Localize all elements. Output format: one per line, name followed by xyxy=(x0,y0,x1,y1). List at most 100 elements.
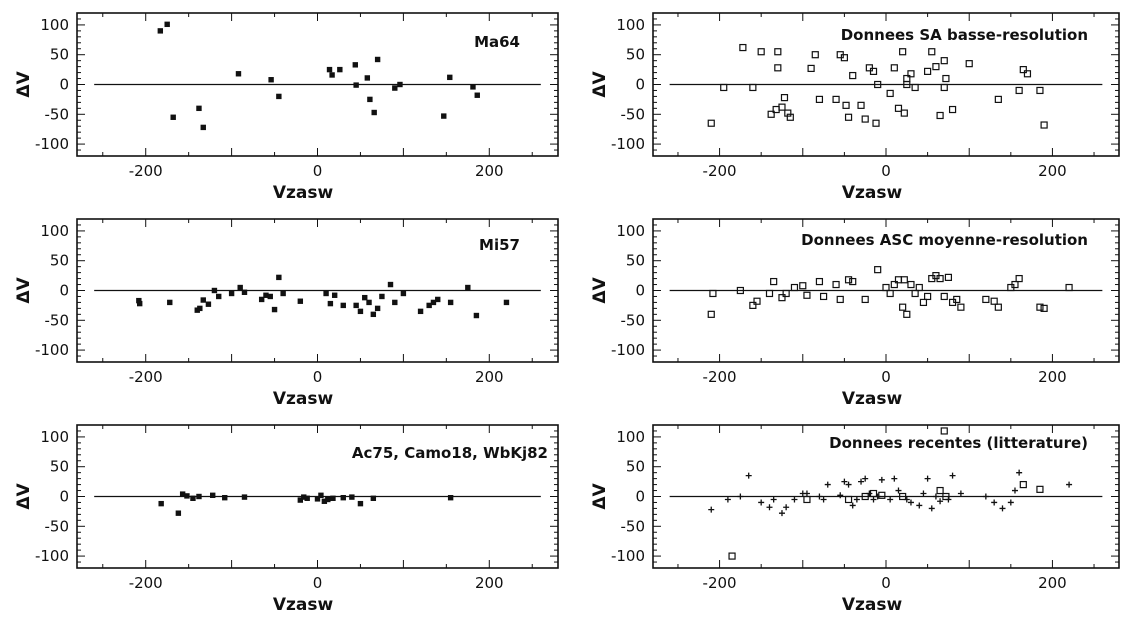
x-tick-label: 0 xyxy=(881,574,891,592)
data-point xyxy=(767,110,775,118)
data-point xyxy=(400,290,407,297)
x-tick-label: -200 xyxy=(703,162,737,180)
y-tick-label: 50 xyxy=(50,458,69,476)
data-point xyxy=(936,111,944,120)
x-tick-label: -200 xyxy=(703,574,737,592)
data-point xyxy=(1023,70,1032,78)
data-point xyxy=(435,296,441,303)
data-point xyxy=(783,504,790,511)
data-point xyxy=(944,273,953,281)
data-point xyxy=(982,493,989,500)
data-point xyxy=(949,472,956,479)
data-point xyxy=(374,56,381,63)
scatter-panel-3: -200 0 200 100 50 0 -50 -100 Vzasw ΔV Mi57 xyxy=(14,218,559,409)
data-point xyxy=(357,308,364,315)
data-point xyxy=(1019,66,1027,74)
data-point xyxy=(853,496,860,503)
data-point xyxy=(197,305,203,312)
data-point xyxy=(757,48,765,56)
data-point xyxy=(268,77,274,83)
y-axis-label: ΔV xyxy=(590,483,610,510)
data-point xyxy=(899,48,907,56)
data-point xyxy=(325,496,331,503)
data-point xyxy=(911,83,919,92)
data-point xyxy=(1015,86,1023,95)
data-point xyxy=(708,506,715,513)
data-point xyxy=(196,493,202,500)
data-point xyxy=(1036,86,1044,95)
data-point xyxy=(999,505,1006,512)
data-point xyxy=(940,292,948,301)
data-point xyxy=(849,277,857,286)
y-tick-label: 100 xyxy=(616,222,645,240)
data-point xyxy=(886,89,894,98)
data-point xyxy=(739,43,747,52)
x-tick-label: 0 xyxy=(881,162,891,180)
data-point xyxy=(844,276,853,284)
data-point xyxy=(258,296,265,303)
data-point xyxy=(957,303,965,311)
data-point xyxy=(1011,280,1019,289)
data-point xyxy=(1036,303,1044,311)
data-point xyxy=(237,284,243,291)
data-point xyxy=(907,499,914,506)
x-tick-label: 200 xyxy=(1038,162,1067,180)
data-point xyxy=(314,496,321,502)
data-point xyxy=(228,290,235,297)
scatter-panel-2: -200 0 200 100 50 0 -50 -100 Vzasw ΔV Donnees SA b… xyxy=(590,12,1120,203)
data-point xyxy=(953,295,961,304)
data-point xyxy=(157,28,164,34)
y-axis-label: ΔV xyxy=(14,483,34,510)
data-point xyxy=(928,505,935,512)
data-point xyxy=(709,289,717,298)
data-point xyxy=(1015,274,1023,283)
data-point xyxy=(882,283,890,292)
data-point xyxy=(503,299,510,306)
y-axis-label: ΔV xyxy=(14,71,34,98)
y-tick-label: 0 xyxy=(635,488,645,506)
data-point xyxy=(707,310,715,318)
y-tick-label: -100 xyxy=(611,547,645,565)
x-tick-label: 0 xyxy=(313,574,323,592)
x-tick-label: 200 xyxy=(1038,368,1067,386)
y-tick-label: -50 xyxy=(621,311,646,329)
x-tick-label: -200 xyxy=(129,368,163,386)
x-axis-label: Vzasw xyxy=(842,595,903,615)
data-point xyxy=(297,298,304,304)
data-point xyxy=(1007,499,1014,506)
y-tick-label: 100 xyxy=(616,428,645,446)
data-point xyxy=(297,497,304,503)
y-tick-label: -50 xyxy=(45,105,70,123)
data-point xyxy=(791,496,798,503)
data-point xyxy=(820,496,827,503)
x-axis-label: Vzasw xyxy=(842,183,903,203)
data-point xyxy=(911,289,919,298)
data-point xyxy=(367,96,373,103)
data-point xyxy=(861,295,869,304)
data-point xyxy=(778,510,785,517)
data-point xyxy=(824,481,831,488)
data-point xyxy=(370,311,377,318)
data-point xyxy=(728,552,736,560)
data-point xyxy=(200,297,206,303)
y-tick-label: 50 xyxy=(626,252,645,270)
data-point xyxy=(417,308,424,315)
data-point xyxy=(786,113,794,121)
data-point xyxy=(866,490,873,497)
data-point xyxy=(790,283,799,292)
data-point xyxy=(749,83,757,92)
y-tick-label: 0 xyxy=(59,488,69,506)
data-point xyxy=(329,72,335,78)
data-point xyxy=(323,290,329,297)
data-point xyxy=(815,95,824,103)
data-point xyxy=(936,486,944,495)
y-tick-label: -100 xyxy=(35,135,69,153)
data-point xyxy=(340,302,346,309)
data-point xyxy=(924,67,932,75)
data-point xyxy=(362,294,368,301)
y-tick-label: -100 xyxy=(611,135,645,153)
x-tick-label: 200 xyxy=(475,574,504,592)
y-tick-label: 0 xyxy=(635,76,645,94)
data-point xyxy=(397,81,403,88)
